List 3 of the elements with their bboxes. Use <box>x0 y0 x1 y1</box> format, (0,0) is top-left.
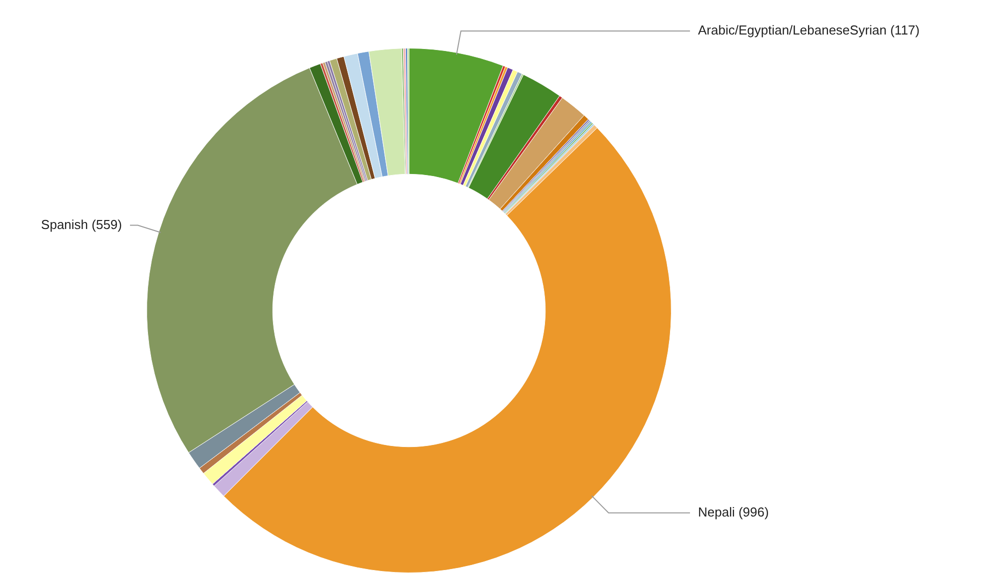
slice-label: Arabic/Egyptian/LebaneseSyrian (117) <box>698 22 920 38</box>
slice-label: Nepali (996) <box>698 504 769 520</box>
slice-label: Spanish (559) <box>41 216 122 232</box>
